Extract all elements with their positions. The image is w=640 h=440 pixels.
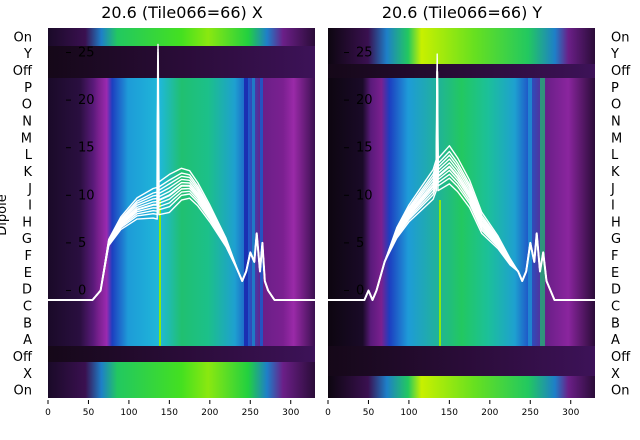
dipole-label: E: [24, 266, 32, 281]
dipole-label: C: [23, 300, 32, 315]
x-tick-label: 250: [522, 408, 539, 418]
dipole-label: O: [22, 98, 32, 113]
dipole-label: K: [23, 165, 32, 180]
overlay-lines-x: [48, 43, 315, 301]
overlay-tick-label: 10: [78, 188, 95, 203]
dipole-label: L: [25, 148, 33, 163]
x-tick-label: 150: [161, 408, 178, 418]
dipole-label: A: [23, 333, 32, 348]
dipole-label: B: [611, 316, 620, 331]
x-tick-label: 150: [441, 408, 458, 418]
dipole-label: P: [24, 81, 32, 96]
dipole-label: G: [611, 232, 621, 247]
dipole-label: C: [611, 300, 620, 315]
dipole-label: J: [610, 182, 615, 197]
dipole-label: M: [611, 131, 622, 146]
dipole-label: J: [27, 182, 32, 197]
x-tick-label: 100: [120, 408, 137, 418]
dipole-label: Off: [611, 350, 631, 365]
dipole-label: On: [14, 384, 32, 399]
overlay-tick-label: 15: [356, 141, 373, 156]
dipole-label: N: [22, 115, 32, 130]
overlay-tick-label: 25: [356, 46, 373, 61]
dipole-label: I: [611, 199, 615, 214]
dipole-label: L: [611, 148, 619, 163]
dipole-label: X: [611, 367, 620, 382]
x-ticks-panel-x: 0 50 100 150 200 250 300: [45, 400, 300, 418]
overlay-tick-label: 15: [78, 141, 95, 156]
dipole-label: H: [611, 215, 621, 230]
x-tick-label: 300: [562, 408, 579, 418]
x-tick-label: 200: [201, 408, 218, 418]
dipole-label: E: [611, 266, 619, 281]
overlay-line: [48, 43, 315, 301]
dipole-label: On: [14, 30, 32, 45]
overlay-tick-label: 0: [78, 283, 86, 298]
x-tick-label: 200: [481, 408, 498, 418]
heatmap-panel-x: [48, 28, 315, 398]
dipole-label: I: [28, 199, 32, 214]
overlay-line: [328, 53, 595, 301]
chart-title-x: 20.6 (Tile066=66) X: [101, 3, 263, 22]
dipole-label: P: [611, 81, 619, 96]
dipole-label: G: [22, 232, 32, 247]
dipole-label: Y: [610, 47, 619, 62]
overlay-lines-y: [328, 53, 595, 301]
dipole-label: D: [611, 283, 621, 298]
heatmap-panel-y: [328, 28, 595, 398]
dipole-label: Y: [23, 47, 32, 62]
dipole-label: On: [611, 30, 629, 45]
overlay-tick-label: 20: [78, 93, 95, 108]
overlay-tick-label: 5: [78, 236, 86, 251]
x-tick-label: 50: [363, 408, 375, 418]
overlay-tick-label: 20: [356, 93, 373, 108]
dipole-label: Off: [611, 64, 631, 79]
dipole-label: Off: [13, 350, 33, 365]
x-tick-label: 250: [242, 408, 259, 418]
overlay-tick-label: 5: [356, 236, 364, 251]
dipole-label: Off: [13, 64, 33, 79]
overlay-tick-label: 10: [356, 188, 373, 203]
overlay-ticks-x: 0 5 10 15 20 25: [66, 46, 95, 298]
dipole-label: O: [611, 98, 621, 113]
dipole-label: On: [611, 384, 629, 399]
overlay-tick-label: 25: [78, 46, 95, 61]
x-tick-label: 50: [83, 408, 95, 418]
overlay-tick-label: 0: [356, 283, 364, 298]
dipole-label: A: [611, 333, 620, 348]
x-tick-label: 100: [400, 408, 417, 418]
dipole-label: F: [611, 249, 618, 264]
y-axis-label: Dipole: [0, 194, 10, 235]
dipole-label: K: [611, 165, 620, 180]
dipole-label: N: [611, 115, 621, 130]
x-ticks-panel-y: 0 50 100 150 200 250 300: [325, 400, 580, 418]
x-tick-label: 0: [325, 408, 331, 418]
chart-title-y: 20.6 (Tile066=66) Y: [382, 3, 543, 22]
overlay-ticks-y: 0 5 10 15 20 25: [344, 46, 373, 298]
dipole-label: X: [23, 367, 32, 382]
dipole-label: H: [22, 215, 32, 230]
dipole-label: M: [21, 131, 32, 146]
dipole-label: D: [22, 283, 32, 298]
dipole-label: B: [23, 316, 32, 331]
x-tick-label: 0: [45, 408, 51, 418]
x-tick-label: 300: [282, 408, 299, 418]
dipole-label: F: [25, 249, 32, 264]
